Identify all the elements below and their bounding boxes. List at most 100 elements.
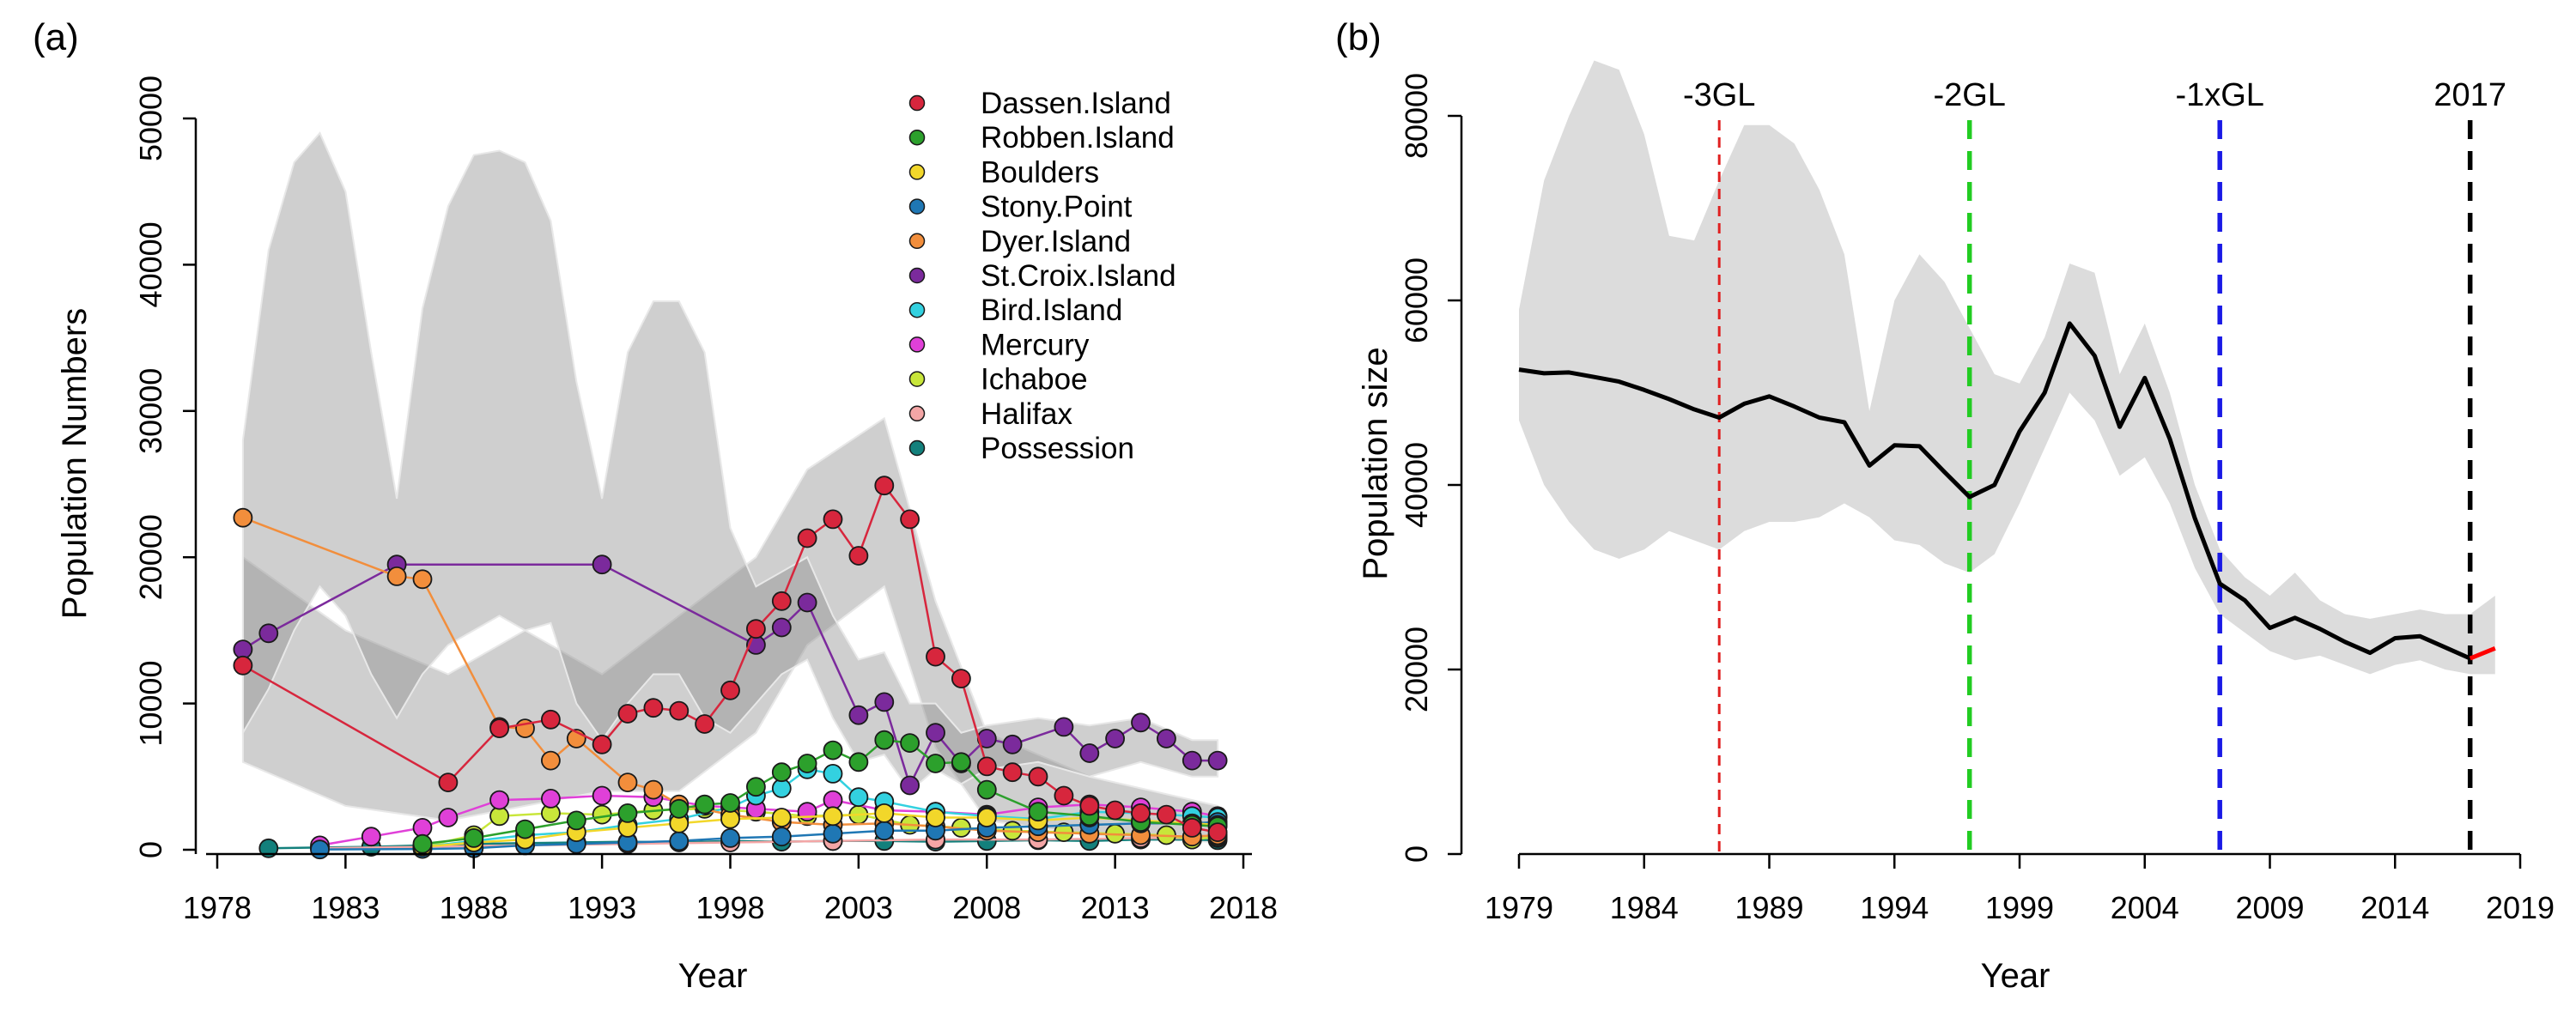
point-boulders xyxy=(976,808,997,827)
legend-label: St.Croix.Island xyxy=(981,259,1176,293)
legend-label: Robben.Island xyxy=(981,121,1175,154)
point-robben-island xyxy=(617,803,638,823)
point-robben-island xyxy=(848,752,869,772)
legend-marker xyxy=(908,198,926,215)
point-dyer-island xyxy=(412,569,433,590)
point-robben-island xyxy=(797,754,817,773)
point-robben-island xyxy=(926,754,945,773)
point-dassen-island xyxy=(926,646,945,667)
point-dassen-island xyxy=(900,509,920,530)
legend-label: Bird.Island xyxy=(981,294,1122,327)
point-robben-island xyxy=(1028,802,1048,822)
point-robben-island xyxy=(412,833,433,854)
point-mercury xyxy=(438,808,459,827)
point-dyer-island xyxy=(233,507,253,528)
point-dassen-island xyxy=(976,756,997,777)
point-st-croix-island xyxy=(1207,750,1228,771)
legend-label: Mercury xyxy=(981,328,1090,361)
point-boulders xyxy=(771,808,792,827)
chart-a-xticks: 1978 1983 1988 1993 1998 2003 2008 2013 2018 xyxy=(183,854,1278,925)
vline-label: -2GL xyxy=(1933,77,2005,113)
xtick-label: 1993 xyxy=(568,890,636,925)
legend-label: Stony.Point xyxy=(981,191,1133,224)
point-dyer-island xyxy=(643,779,664,800)
point-robben-island xyxy=(515,819,535,839)
point-dassen-island xyxy=(592,734,612,754)
chart-b-yticks: 0 20000 40000 60000 80000 xyxy=(1399,73,1461,863)
point-dassen-island xyxy=(617,704,638,724)
ytick-label: 0 xyxy=(1399,845,1434,863)
point-st-croix-island xyxy=(1131,712,1151,733)
xtick-label: 1984 xyxy=(1610,890,1679,925)
ytick-label: 30000 xyxy=(133,368,168,454)
point-dassen-island xyxy=(438,772,459,792)
confidence-band xyxy=(1519,60,2495,675)
point-robben-island xyxy=(976,779,997,800)
point-dassen-island xyxy=(1079,796,1100,816)
point-stony-point xyxy=(823,823,843,844)
point-st-croix-island xyxy=(258,623,279,644)
point-ichaboe xyxy=(592,804,612,825)
legend-marker xyxy=(908,94,926,112)
legend-label: Possession xyxy=(981,432,1134,465)
point-dyer-island xyxy=(617,772,638,792)
point-robben-island xyxy=(695,794,714,815)
point-dassen-island xyxy=(669,700,690,721)
point-dyer-island xyxy=(541,750,561,771)
point-st-croix-island xyxy=(1054,717,1074,737)
chart-a-legend: Dassen.IslandRobben.IslandBouldersStony.… xyxy=(908,87,1176,465)
legend-label: Dassen.Island xyxy=(981,87,1171,120)
xtick-label: 1979 xyxy=(1485,890,1553,925)
point-st-croix-island xyxy=(592,554,612,575)
point-stony-point xyxy=(771,827,792,847)
point-dassen-island xyxy=(1131,803,1151,823)
panel-label-a: (a) xyxy=(33,16,79,58)
xtick-label: 1988 xyxy=(440,890,508,925)
chart-b-band xyxy=(1519,60,2495,675)
point-dyer-island xyxy=(386,566,407,586)
point-dassen-island xyxy=(746,619,766,639)
xtick-label: 1998 xyxy=(696,890,764,925)
legend-label: Boulders xyxy=(981,155,1099,189)
point-dassen-island xyxy=(951,669,971,688)
xtick-label: 2004 xyxy=(2111,890,2179,925)
point-robben-island xyxy=(900,733,920,753)
point-dassen-island xyxy=(797,528,817,548)
point-bird-island xyxy=(848,787,869,808)
xtick-label: 1994 xyxy=(1860,890,1929,925)
chart-b-vlines: -3GL -2GL -1xGL 2017 xyxy=(1683,77,2506,854)
point-st-croix-island xyxy=(848,705,869,725)
point-stony-point xyxy=(310,839,330,860)
point-mercury xyxy=(541,789,561,809)
ytick-label: 50000 xyxy=(133,76,168,161)
vline-label: -3GL xyxy=(1683,77,1755,113)
point-st-croix-island xyxy=(874,692,895,712)
ytick-label: 0 xyxy=(133,841,168,858)
point-dassen-island xyxy=(720,680,740,700)
legend-marker xyxy=(908,336,926,353)
xtick-label: 2003 xyxy=(824,890,893,925)
chart-b: (b) -3GL -2GL -1xGL 2017 0 20000 40000 60000 80… xyxy=(1335,16,2555,995)
chart-b-series xyxy=(1518,321,2496,661)
point-mercury xyxy=(489,790,509,810)
point-st-croix-island xyxy=(1157,729,1176,748)
xtick-label: 2008 xyxy=(952,890,1021,925)
series-dassen-island xyxy=(233,476,1228,842)
xtick-label: 2009 xyxy=(2235,890,2304,925)
vline-label: -1xGL xyxy=(2175,77,2263,113)
point-robben-island xyxy=(771,762,792,783)
xtick-label: 1999 xyxy=(1985,890,2054,925)
chart-b-ylabel: Population size xyxy=(1357,347,1394,579)
legend-marker xyxy=(908,371,926,387)
ytick-label: 20000 xyxy=(133,514,168,600)
ytick-label: 80000 xyxy=(1399,73,1434,159)
point-boulders xyxy=(874,803,895,823)
legend-label: Halifax xyxy=(981,397,1072,431)
legend-marker xyxy=(908,267,926,284)
population-line-0 xyxy=(1518,321,2471,661)
point-dassen-island xyxy=(1028,766,1048,787)
point-st-croix-island xyxy=(926,723,945,743)
point-st-croix-island xyxy=(1079,743,1100,763)
